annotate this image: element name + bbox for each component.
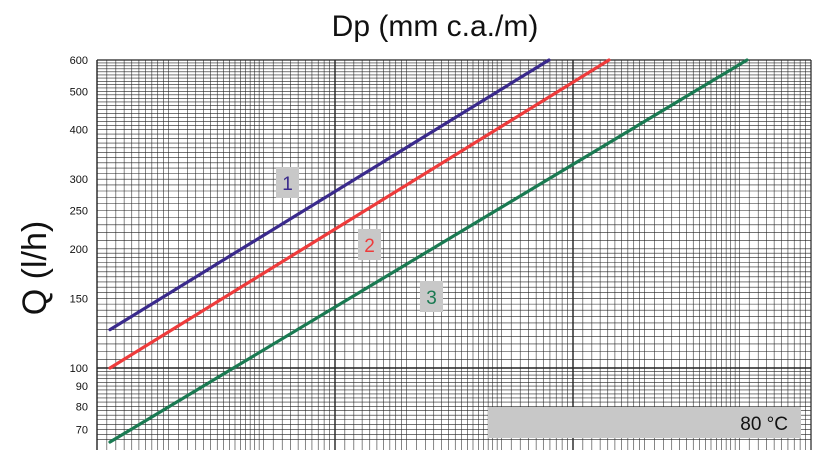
temperature-label: 80 °C (740, 414, 788, 435)
series-label-3: 3 (426, 288, 437, 309)
y-tick-label: 150 (70, 293, 88, 305)
series-label-1: 1 (282, 174, 293, 195)
y-tick-label: 90 (76, 381, 88, 393)
y-tick-label: 500 (70, 86, 88, 98)
series-line-3 (108, 58, 749, 444)
y-tick-label: 400 (70, 125, 88, 137)
series-label-box-3 (420, 281, 443, 312)
y-tick-label: 100 (70, 363, 88, 375)
y-axis-label: Q (l/h) (16, 221, 54, 315)
series-label-2: 2 (364, 236, 375, 257)
temperature-box (488, 407, 801, 438)
y-tick-label: 600 (70, 55, 88, 67)
series-line-2 (108, 58, 611, 370)
y-tick-label: 200 (70, 244, 88, 256)
y-axis-ticks: 70 80 90 100 150 200 250 300 400 500 600 (70, 55, 88, 436)
series-label-box-1 (276, 167, 299, 198)
curves (108, 58, 749, 444)
chart-title: Dp (mm c.a./m) (332, 10, 539, 43)
grid (96, 59, 812, 450)
series-label-box-2 (358, 229, 381, 260)
curve-labels: 1 2 3 (276, 167, 443, 312)
y-tick-label: 70 (76, 424, 88, 436)
series-line-1 (108, 58, 551, 332)
y-tick-label: 250 (70, 205, 88, 217)
y-tick-label: 300 (70, 174, 88, 186)
y-tick-label: 80 (76, 401, 88, 413)
temperature-annotation: 80 °C (488, 407, 801, 438)
